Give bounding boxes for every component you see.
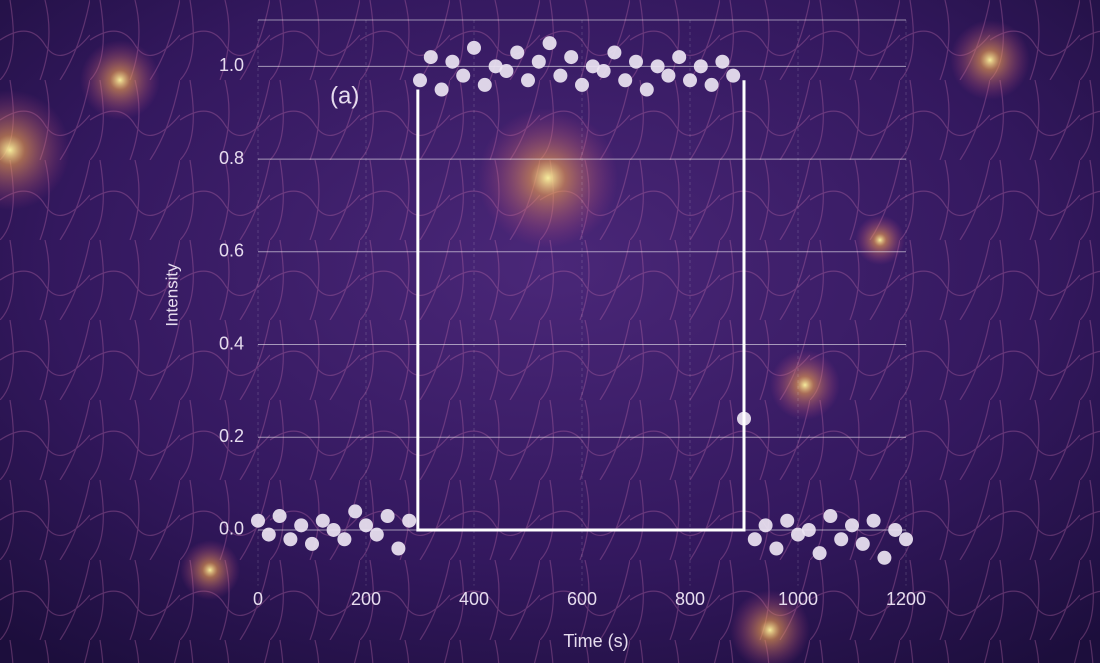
data-point: [693, 59, 708, 74]
data-point: [413, 73, 427, 88]
data-point: [272, 509, 287, 524]
x-axis-label: Time (s): [563, 631, 628, 651]
data-point: [639, 82, 654, 97]
data-point: [812, 546, 827, 561]
x-tick-label: 200: [351, 589, 381, 609]
data-point: [305, 536, 319, 551]
data-point: [575, 77, 589, 92]
data-point: [251, 513, 265, 528]
y-tick-label: 1.0: [219, 55, 244, 75]
data-point: [661, 68, 676, 83]
data-point: [704, 77, 719, 92]
data-point: [553, 68, 568, 83]
x-tick-label: 400: [459, 589, 489, 609]
data-point: [866, 513, 881, 528]
data-point: [359, 518, 373, 533]
data-point: [348, 504, 363, 519]
data-point: [467, 40, 481, 55]
data-point: [780, 513, 795, 528]
data-point: [510, 45, 525, 60]
data-point: [607, 45, 622, 60]
data-point: [888, 522, 903, 537]
data-point: [801, 522, 816, 537]
step-line: [416, 80, 746, 532]
x-tick-label: 0: [253, 589, 263, 609]
y-tick-label: 0.8: [219, 148, 244, 168]
data-point: [834, 532, 849, 547]
data-point: [445, 54, 460, 69]
x-tick-label: 1200: [886, 589, 926, 609]
x-tick-label: 800: [675, 589, 705, 609]
data-point: [769, 541, 784, 556]
data-point: [791, 527, 805, 542]
data-point: [899, 532, 913, 547]
panel-label: (a): [330, 82, 359, 109]
data-point: [261, 527, 276, 542]
data-point: [618, 73, 633, 88]
data-point: [596, 63, 611, 78]
data-point: [326, 522, 341, 537]
data-point: [531, 54, 546, 69]
y-tick-label: 0.0: [219, 519, 244, 539]
data-point: [845, 518, 859, 533]
data-point: [629, 54, 643, 69]
data-point: [434, 82, 449, 97]
data-point: [294, 518, 309, 533]
data-point: [315, 513, 330, 528]
x-tick-label: 1000: [778, 589, 818, 609]
data-point: [456, 68, 471, 83]
data-point: [672, 50, 687, 65]
data-point: [855, 536, 870, 551]
x-tick-label: 600: [567, 589, 597, 609]
data-point: [391, 541, 406, 556]
data-point: [369, 527, 384, 542]
data-point: [499, 63, 514, 78]
data-point: [477, 77, 492, 92]
data-point: [585, 59, 600, 74]
data-point: [337, 532, 352, 547]
data-point: [650, 59, 665, 74]
y-axis-label: Intensity: [162, 263, 181, 327]
data-point: [283, 532, 298, 547]
data-point: [683, 73, 697, 88]
data-point: [488, 59, 503, 74]
data-point: [726, 68, 741, 83]
data-point: [423, 50, 438, 65]
data-point: [564, 50, 579, 65]
data-point: [715, 54, 730, 69]
data-point: [758, 518, 773, 533]
data-point: [542, 36, 557, 51]
background-glows: [0, 20, 1030, 663]
data-point: [877, 550, 892, 565]
data-point: [402, 513, 417, 528]
data-point: [823, 509, 838, 524]
y-tick-label: 0.6: [219, 241, 244, 261]
y-tick-label: 0.4: [219, 333, 244, 353]
data-point: [521, 73, 535, 88]
data-point: [380, 509, 395, 524]
y-tick-label: 0.2: [219, 426, 244, 446]
data-point: [747, 532, 762, 547]
